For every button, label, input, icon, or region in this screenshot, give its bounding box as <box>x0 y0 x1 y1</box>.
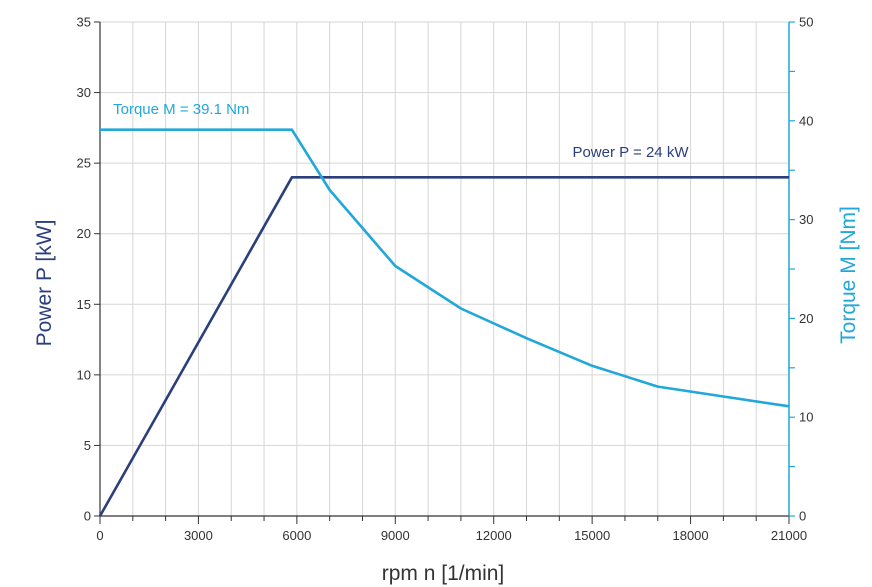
x-tick-label: 9000 <box>381 528 410 543</box>
y-left-tick-label: 25 <box>77 156 91 171</box>
y-left-tick-label: 10 <box>77 367 91 382</box>
y-right-tick-label: 10 <box>799 410 813 425</box>
y-right-tick-label: 30 <box>799 212 813 227</box>
series <box>98 128 790 517</box>
grid <box>99 21 790 517</box>
x-tick-label: 12000 <box>476 528 512 543</box>
power-annotation: Power P = 24 kW <box>572 144 689 161</box>
y-right-tick-label: 20 <box>799 311 813 326</box>
x-axis-title: rpm n [1/min] <box>382 562 505 585</box>
y-left-tick-label: 5 <box>84 438 91 453</box>
x-tick-label: 18000 <box>672 528 708 543</box>
torque-line <box>100 128 790 408</box>
power-line <box>98 176 789 517</box>
y-left-axis-title: Power P [kW] <box>33 220 56 347</box>
x-tick-label: 3000 <box>184 528 213 543</box>
y-right-axis-title: Torque M [Nm] <box>837 206 860 344</box>
x-tick-label: 21000 <box>771 528 807 543</box>
y-right-tick-label: 40 <box>799 113 813 128</box>
torque-annotation: Torque M = 39.1 Nm <box>113 101 249 118</box>
y-left-tick-label: 35 <box>77 15 91 30</box>
y-left-tick-label: 30 <box>77 85 91 100</box>
y-left-tick-label: 20 <box>77 226 91 241</box>
y-right-tick-label: 50 <box>799 15 813 30</box>
x-tick-label: 0 <box>96 528 103 543</box>
tick-labels: 0 3000 6000 9000 12000 15000 18000 21000 0 5 10 15 2… <box>77 15 814 544</box>
x-tick-label: 15000 <box>574 528 610 543</box>
y-left-tick-label: 0 <box>84 509 91 524</box>
y-left-tick-label: 15 <box>77 297 91 312</box>
x-tick-label: 6000 <box>282 528 311 543</box>
axes <box>94 21 795 524</box>
y-right-tick-label: 0 <box>799 509 806 524</box>
